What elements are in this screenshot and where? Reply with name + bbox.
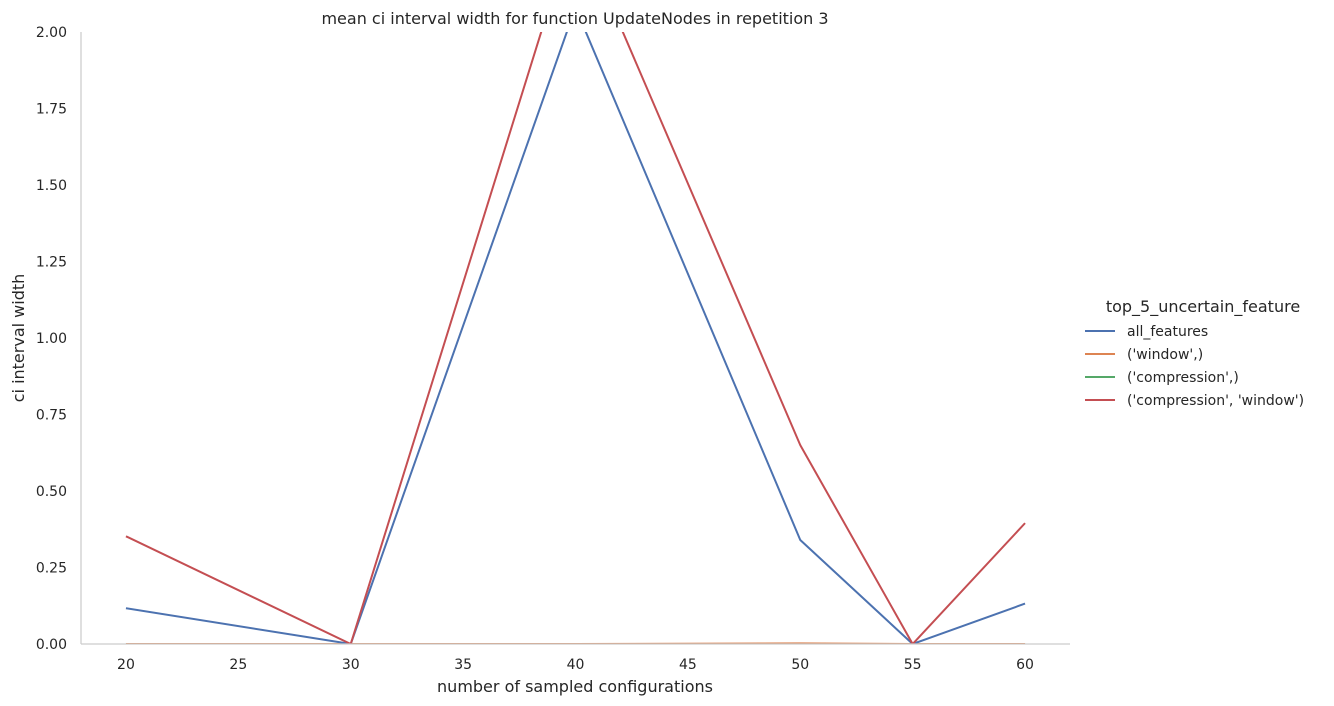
- y-tick-label: 0.00: [36, 637, 67, 653]
- x-tick-label: 40: [567, 657, 585, 673]
- series-line-0: [125, 32, 1026, 644]
- legend-label: ('window',): [1127, 347, 1203, 363]
- x-axis-ticks: 20 25 30 35 40 45 50 55 60: [117, 657, 1034, 673]
- y-axis-ticks: 0.00 0.25 0.50 0.75 1.00 1.25 1.50 1.75 2.00: [36, 25, 67, 653]
- series-lines: [125, 32, 1026, 644]
- y-tick-label: 1.50: [36, 178, 67, 194]
- x-tick-label: 25: [229, 657, 247, 673]
- y-tick-label: 2.00: [36, 25, 67, 41]
- x-tick-label: 35: [454, 657, 472, 673]
- y-tick-label: 0.50: [36, 484, 67, 500]
- legend-label: ('compression',): [1127, 370, 1239, 386]
- legend-label: ('compression', 'window'): [1127, 393, 1304, 409]
- y-tick-label: 1.75: [36, 102, 67, 118]
- legend-label: all_features: [1127, 324, 1208, 340]
- y-tick-label: 0.75: [36, 408, 67, 424]
- x-tick-label: 20: [117, 657, 135, 673]
- legend-title: top_5_uncertain_feature: [1106, 297, 1300, 317]
- x-tick-label: 45: [679, 657, 697, 673]
- legend: top_5_uncertain_feature all_features ('wi…: [1085, 297, 1304, 409]
- x-tick-label: 55: [904, 657, 922, 673]
- y-tick-label: 0.25: [36, 561, 67, 577]
- y-tick-label: 1.25: [36, 255, 67, 271]
- y-axis-label: ci interval width: [9, 274, 28, 403]
- x-tick-label: 30: [342, 657, 360, 673]
- chart-title: mean ci interval width for function Upda…: [321, 9, 828, 28]
- x-axis-label: number of sampled configurations: [437, 677, 713, 696]
- series-line-3: [125, 32, 1026, 644]
- x-tick-label: 60: [1016, 657, 1034, 673]
- y-tick-label: 1.00: [36, 331, 67, 347]
- x-tick-label: 50: [791, 657, 809, 673]
